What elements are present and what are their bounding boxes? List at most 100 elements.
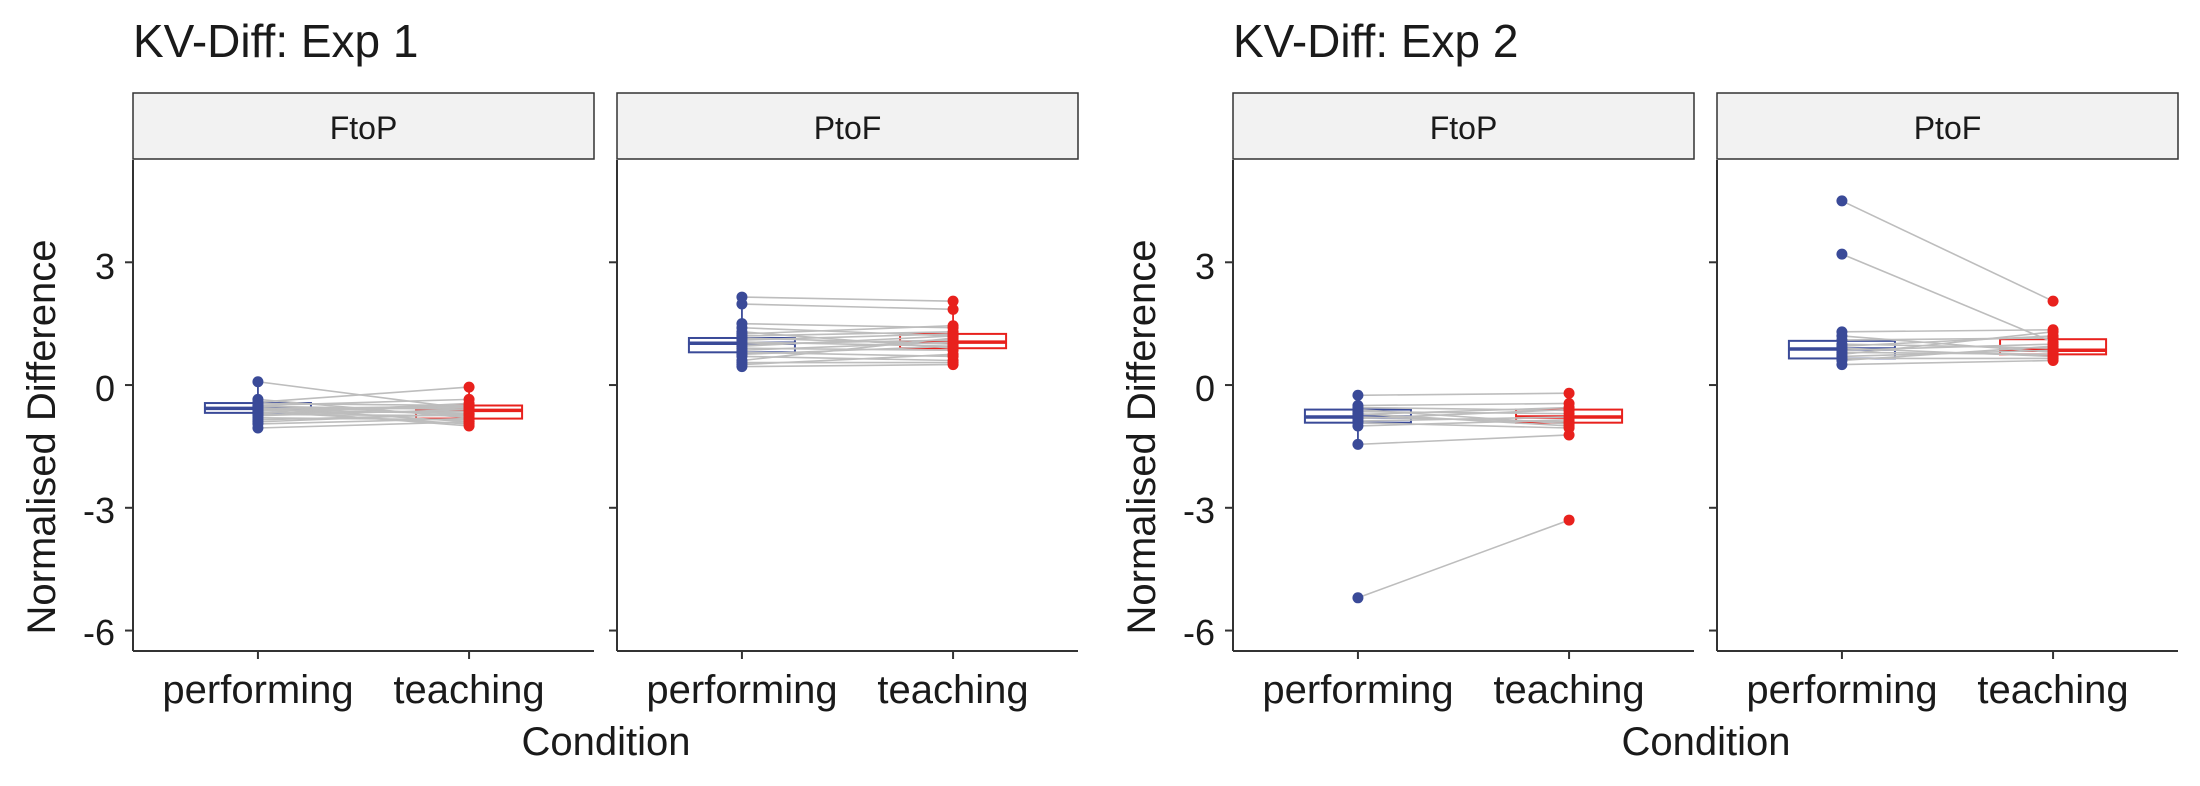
x-tick-label: teaching [393, 668, 544, 712]
facet-strip-label: PtoF [814, 110, 882, 146]
y-tick-label: 3 [1195, 246, 1215, 287]
teaching-point [463, 381, 475, 393]
teaching-point [2047, 340, 2059, 352]
y-tick-label: 0 [1195, 368, 1215, 409]
facet-panel-ftop: FtoP performing teaching [1225, 92, 1695, 712]
pair-line [1357, 434, 1570, 446]
facet-strip-label: FtoP [330, 110, 398, 146]
pair-line [257, 386, 470, 404]
teaching-point [463, 420, 475, 432]
facet-strip-label: PtoF [1914, 110, 1982, 146]
teaching-point [1563, 420, 1575, 432]
performing-point [1352, 389, 1364, 401]
teaching-point [1563, 404, 1575, 416]
performing-point [1352, 420, 1364, 432]
pair-line [1357, 519, 1570, 599]
x-axis-label: Condition [521, 720, 690, 764]
x-tick-label: performing [646, 668, 837, 712]
teaching-point [947, 320, 959, 332]
y-axis-label: Normalised Difference [20, 240, 64, 635]
facet-strip [132, 92, 595, 160]
teaching-point [2047, 354, 2059, 366]
teaching-point [2047, 326, 2059, 338]
performing-point [1836, 359, 1848, 371]
pair-line [741, 296, 954, 302]
teaching-point [947, 332, 959, 344]
pair-line [741, 324, 954, 335]
pair-line [1357, 419, 1570, 427]
performing-point [736, 361, 748, 373]
y-tick-label: -6 [83, 612, 115, 653]
y-axis-ticks: 3 0 -3 -6 [1183, 246, 1215, 653]
facet-panel-ptof: PtoF performing teaching [609, 92, 1079, 712]
pair-line [1841, 200, 2054, 302]
teaching-point [463, 397, 475, 409]
pair-line [1841, 343, 2054, 352]
y-tick-label: -3 [1183, 490, 1215, 531]
x-axis-label: Condition [1621, 720, 1790, 764]
performing-point [1836, 248, 1848, 260]
performing-point [252, 404, 264, 416]
performing-point [252, 376, 264, 388]
panel-plot-area [125, 160, 594, 659]
facet-strip [1232, 92, 1695, 160]
chart-title: KV-Diff: Exp 2 [1233, 15, 1519, 67]
facet-strip-label: FtoP [1430, 110, 1498, 146]
y-tick-label: -3 [83, 490, 115, 531]
panel-plot-area [1225, 160, 1694, 659]
performing-point [736, 298, 748, 310]
teaching-point [1563, 387, 1575, 399]
y-axis-ticks: 3 0 -3 -6 [83, 246, 115, 653]
pair-line [741, 337, 954, 362]
chart-title: KV-Diff: Exp 1 [133, 15, 419, 67]
teaching-point [947, 348, 959, 360]
pair-line [1841, 331, 2054, 356]
facet-panel-ftop: FtoP performing teaching [125, 92, 595, 712]
x-tick-label: performing [162, 668, 353, 712]
y-tick-label: 3 [95, 246, 115, 287]
teaching-point [947, 340, 959, 352]
teaching-point [1563, 514, 1575, 526]
pair-line [741, 345, 954, 356]
facet-strip [1716, 92, 2179, 160]
x-tick-label: teaching [1493, 668, 1644, 712]
pair-line [257, 408, 470, 427]
pair-line [1841, 345, 2054, 362]
pair-line [257, 417, 470, 425]
pair-line [1357, 392, 1570, 397]
x-tick-label: performing [1746, 668, 1937, 712]
x-tick-label: teaching [1977, 668, 2128, 712]
pair-line [741, 353, 954, 366]
teaching-point [2047, 295, 2059, 307]
y-axis-label: Normalised Difference [1120, 240, 1164, 635]
pair-line [741, 363, 954, 368]
performing-point [1352, 438, 1364, 450]
y-tick-label: 0 [95, 368, 115, 409]
performing-point [1352, 408, 1364, 420]
pair-line [1841, 335, 2054, 354]
pair-line [1357, 412, 1570, 427]
pair-line [1357, 416, 1570, 422]
x-tick-label: performing [1262, 668, 1453, 712]
panel-plot-area [609, 160, 1078, 659]
pair-line [1357, 410, 1570, 415]
teaching-point [947, 303, 959, 315]
pair-line [1357, 408, 1570, 420]
pair-line [1841, 253, 2054, 343]
panel-plot-area [1709, 160, 2178, 659]
performing-point [1352, 592, 1364, 604]
pair-line [1357, 402, 1570, 407]
pair-line [257, 405, 470, 410]
pair-line [257, 398, 470, 407]
pair-line [1841, 335, 2054, 347]
pair-line [1357, 421, 1570, 429]
performing-point [252, 422, 264, 434]
y-tick-label: -6 [1183, 612, 1215, 653]
pair-line [741, 331, 954, 337]
teaching-point [947, 359, 959, 371]
teaching-point [947, 295, 959, 307]
pair-line [741, 339, 954, 345]
performing-point [736, 328, 748, 340]
chart-exp1: KV-Diff: Exp 1 Normalised Difference Con… [20, 15, 1079, 764]
